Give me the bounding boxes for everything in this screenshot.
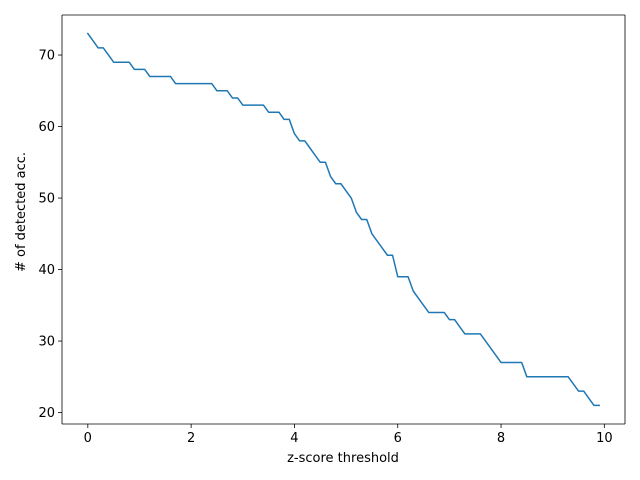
- x-tick-label: 2: [187, 431, 195, 446]
- y-tick-label: 30: [38, 335, 55, 350]
- y-axis-label: # of detected acc.: [14, 152, 29, 272]
- x-tick-label: 10: [596, 431, 613, 446]
- x-tick-label: 8: [497, 431, 505, 446]
- x-tick-label: 0: [84, 431, 92, 446]
- y-tick-label: 60: [38, 120, 55, 135]
- x-tick-label: 6: [394, 431, 402, 446]
- x-tick-label: 4: [290, 431, 298, 446]
- y-tick-label: 20: [38, 406, 55, 421]
- x-axis-label: z-score threshold: [287, 451, 399, 466]
- y-tick-label: 50: [38, 192, 55, 207]
- y-tick-label: 40: [38, 263, 55, 278]
- series-line-0: [86, 32, 600, 407]
- axes: [61, 14, 626, 425]
- y-tick-label: 70: [38, 49, 55, 64]
- ticks: 0 2 4 6 8 10 20 30 40 50 60 70: [38, 49, 612, 446]
- plot-area: [86, 32, 600, 407]
